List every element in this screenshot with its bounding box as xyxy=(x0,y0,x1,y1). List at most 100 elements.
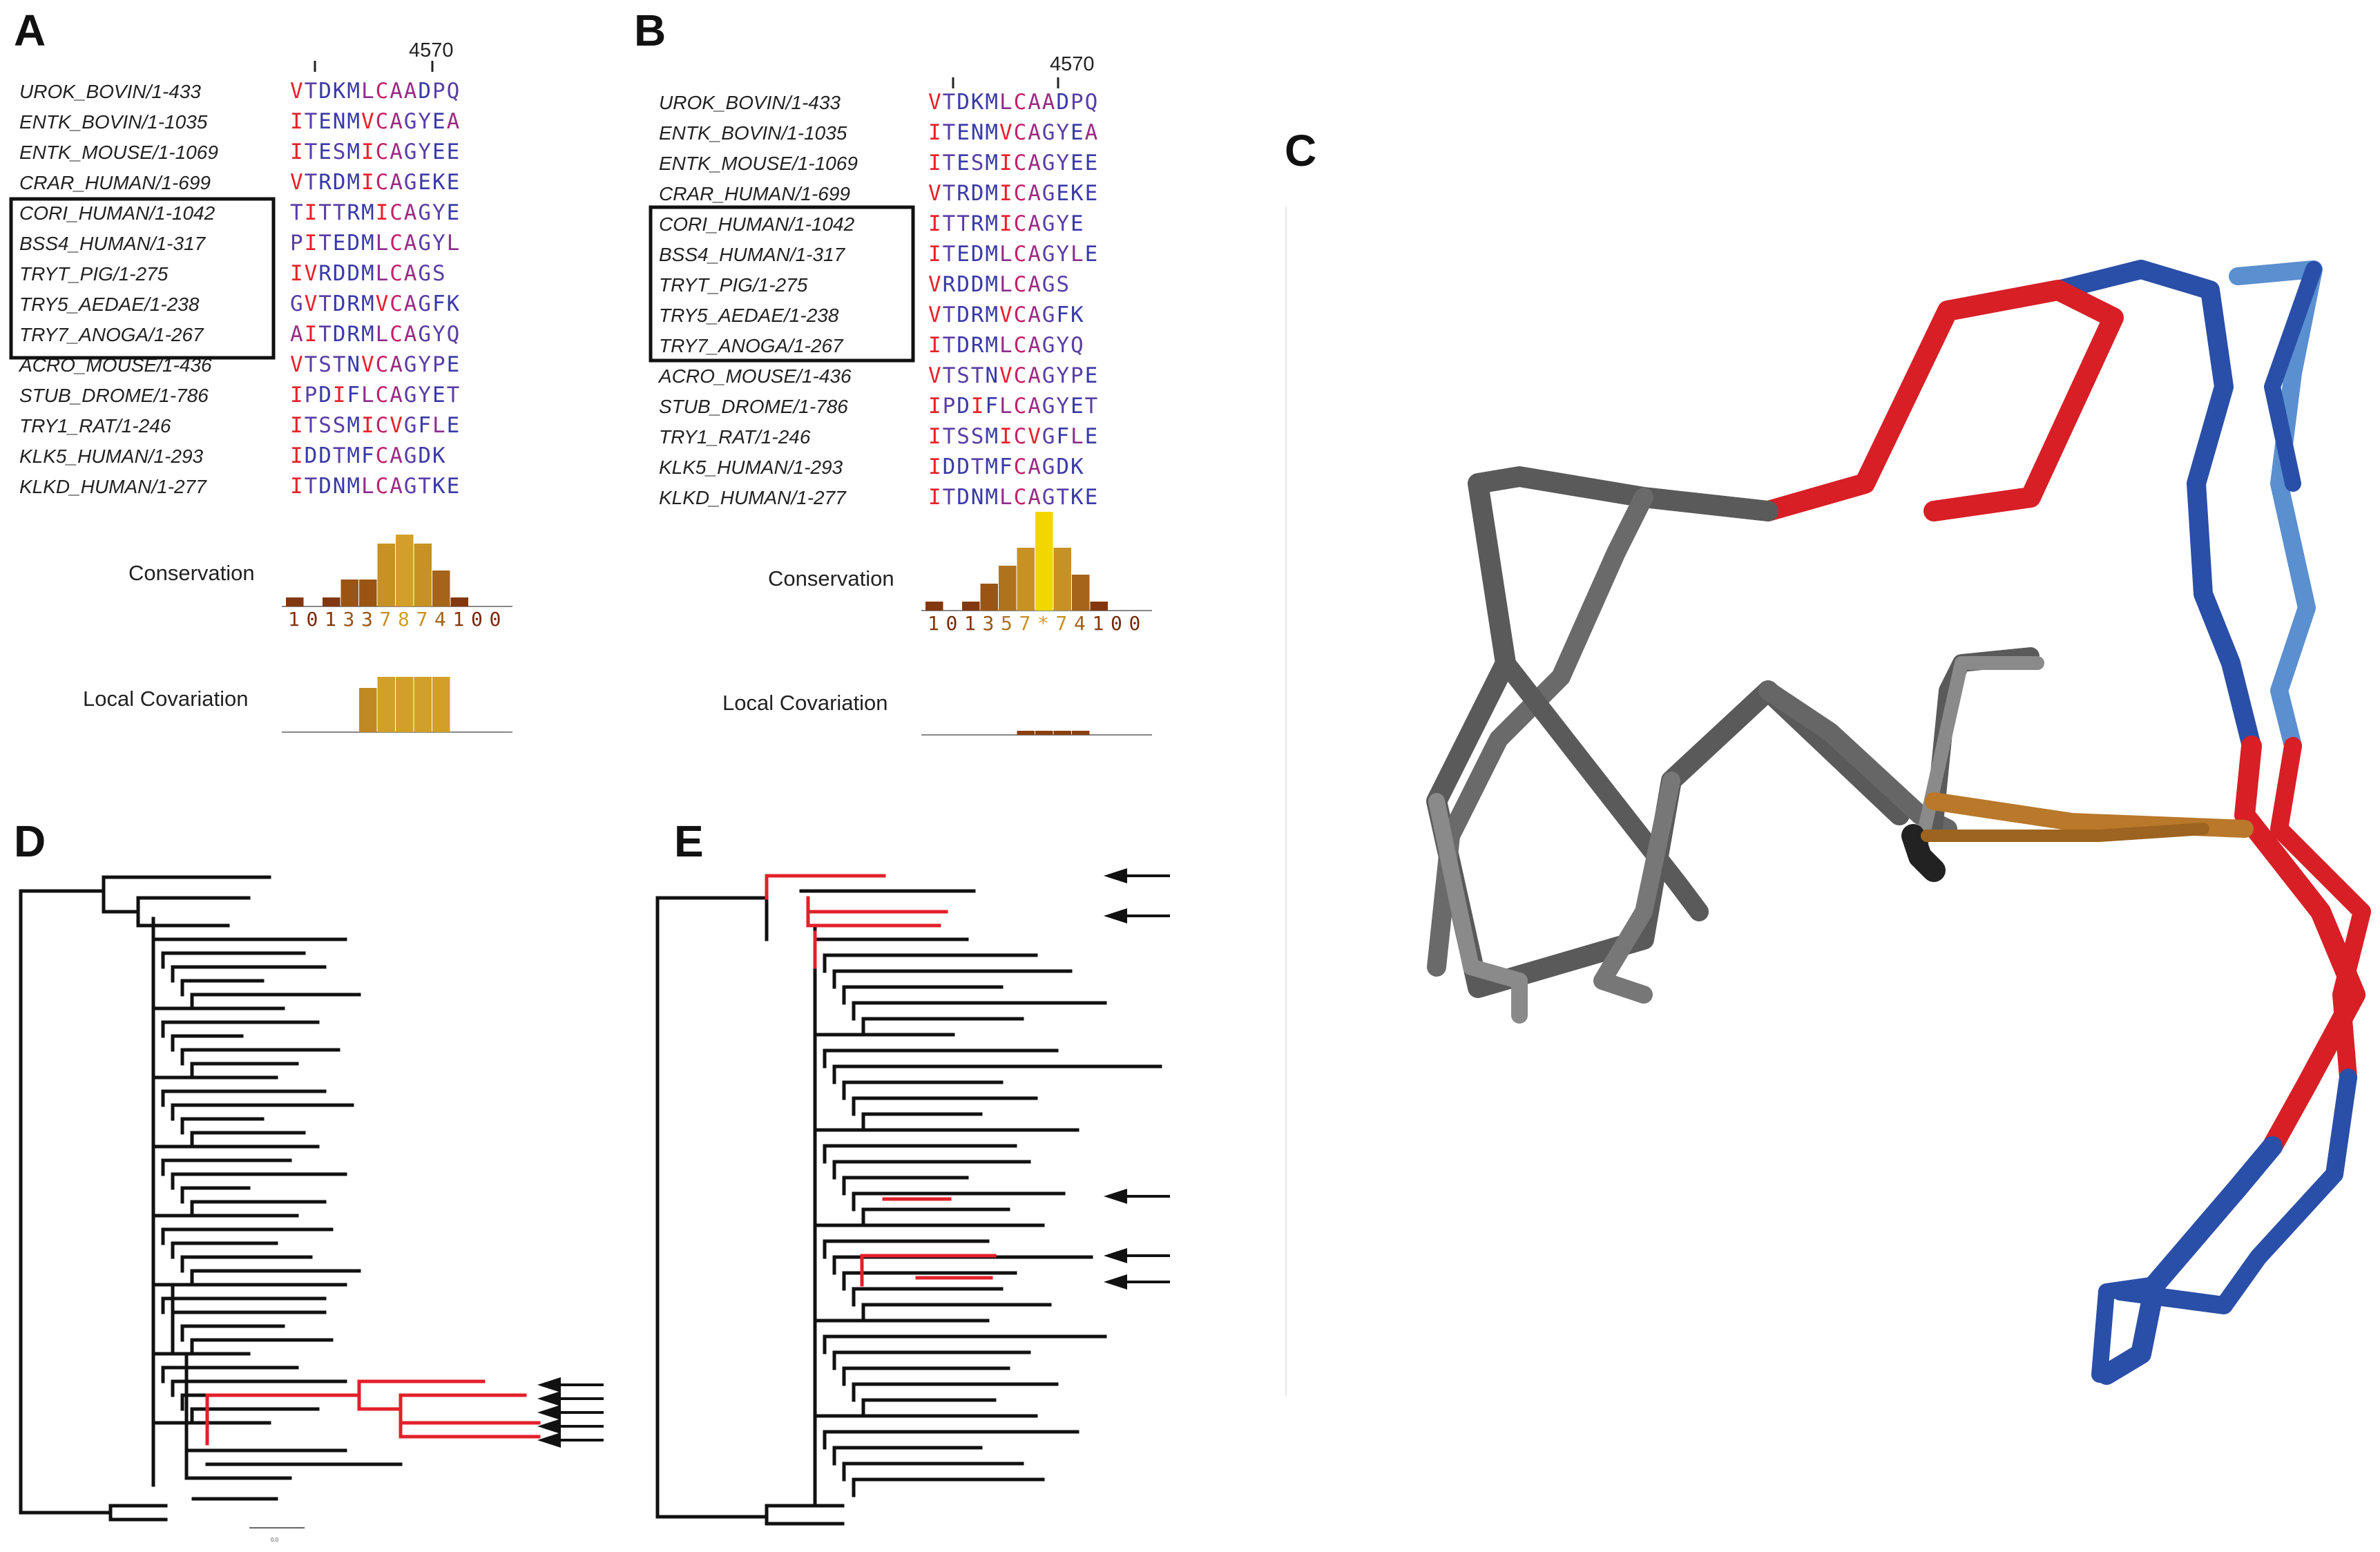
covariation-histogram-b xyxy=(921,731,1152,736)
conservation-digit: 0 xyxy=(1111,612,1122,635)
backbone-red-strand-1 xyxy=(1758,280,2124,521)
sequence-name: ENTK_BOVIN/1-1035 xyxy=(19,111,208,133)
sequence-residues: VTDKMLCAADPQ xyxy=(290,79,459,104)
histogram-bar xyxy=(1017,548,1035,611)
backbone-blue-tail-3 xyxy=(2091,1276,2163,1383)
backbone-blue-strand-3 xyxy=(2264,261,2322,492)
histogram-bar xyxy=(414,677,432,732)
panel-d-label: D xyxy=(14,816,46,866)
sequence-name: TRY5_AEDAE/1-238 xyxy=(659,305,839,326)
sequence-name: TRY1_RAT/1-246 xyxy=(19,415,171,437)
histogram-bar xyxy=(1072,731,1090,735)
backbone-dark-stub xyxy=(1901,824,1946,882)
conservation-digit: 4 xyxy=(1074,612,1086,635)
panel-a-label: A xyxy=(14,6,46,55)
conservation-digit: 7 xyxy=(1019,612,1031,635)
position-label-b: 4570 xyxy=(1050,53,1095,75)
sequence-name: KLK5_HUMAN/1-293 xyxy=(659,457,843,478)
conservation-digits-b: 1 0 1 3 5 7 * 7 4 1 0 0 xyxy=(928,612,1140,635)
sequence-name: TRY5_AEDAE/1-238 xyxy=(19,294,200,315)
sequence-name: STUB_DROME/1-786 xyxy=(659,396,848,417)
covariation-histogram-a xyxy=(282,677,512,733)
histogram-bar xyxy=(925,602,943,611)
sequence-name: ENTK_BOVIN/1-1035 xyxy=(659,122,847,144)
histogram-bar xyxy=(432,571,450,606)
conservation-digit: 4 xyxy=(434,608,446,631)
backbone-red-strand-2 xyxy=(2234,736,2365,1157)
backbone-blue-strand-2 xyxy=(2229,260,2323,755)
sequence-residues: ITTRMICAGYE xyxy=(928,211,1084,236)
sequence-name: CORI_HUMAN/1-1042 xyxy=(659,213,855,235)
conservation-digit: 0 xyxy=(307,608,318,631)
sequence-residues: VTRDMICAGEKE xyxy=(928,181,1097,206)
backbone-gray-loop-6 xyxy=(1428,793,1528,1024)
arrow-head xyxy=(537,1391,561,1406)
sequence-residues: IPDIFLCAGYET xyxy=(290,383,459,408)
covariation-label-a: Local Covariation xyxy=(83,687,249,711)
histogram-bar xyxy=(340,579,358,606)
histogram-bar xyxy=(286,597,304,606)
conservation-digit: 0 xyxy=(1129,612,1141,635)
sequence-residues: ITESMICAGYEE xyxy=(928,151,1097,175)
histogram-bar xyxy=(1072,575,1090,611)
sequence-residues: AITDRMLCAGYQ xyxy=(290,322,459,347)
histogram-bar xyxy=(323,597,340,606)
tree-d-branches xyxy=(19,875,403,1522)
conservation-label-a: Conservation xyxy=(128,561,255,585)
panel-b-alignment: 4570 UROK_BOVIN/1-433 VTDKMLCAADPQENTK_BO… xyxy=(649,53,1152,736)
backbone-gray-loop-5 xyxy=(1758,681,1957,839)
histogram-bar xyxy=(414,544,432,606)
sequence-name: TRY7_ANOGA/1-267 xyxy=(659,335,844,356)
sequence-name: ENTK_MOUSE/1-1069 xyxy=(659,153,858,174)
sequence-name: BSS4_HUMAN/1-317 xyxy=(19,233,207,254)
sequence-name: KLKD_HUMAN/1-277 xyxy=(19,476,207,497)
conservation-histogram-a xyxy=(282,535,512,607)
conservation-digit: 7 xyxy=(1056,612,1068,635)
sequence-name: CRAR_HUMAN/1-699 xyxy=(19,172,211,193)
histogram-bar xyxy=(1035,731,1053,735)
sequence-name: TRY1_RAT/1-246 xyxy=(659,426,811,448)
sequence-residues: ITSSMICVGFLE xyxy=(290,413,459,438)
alignment-rows-b: UROK_BOVIN/1-433 VTDKMLCAADPQ ENTK_BOVIN/1… xyxy=(658,90,1098,510)
conservation-digit: 0 xyxy=(471,608,483,631)
sequence-name: ENTK_MOUSE/1-1069 xyxy=(19,142,218,163)
conservation-digit: 7 xyxy=(380,608,392,631)
sequence-name: KLKD_HUMAN/1-277 xyxy=(659,487,847,508)
histogram-bar xyxy=(1053,731,1071,735)
backbone-gray-loop-3 xyxy=(1468,474,1709,921)
tree-d-highlight xyxy=(205,1379,541,1446)
sequence-name: BSS4_HUMAN/1-317 xyxy=(659,244,846,265)
sequence-name: STUB_DROME/1-786 xyxy=(19,385,209,406)
scale-label: 0.0 xyxy=(271,1537,279,1543)
arrow-head xyxy=(1104,1248,1127,1263)
tree-e-branches xyxy=(655,882,1162,1526)
sequence-name: ACRO_MOUSE/1-436 xyxy=(658,365,852,387)
tree-e-arrows xyxy=(1104,868,1170,1290)
conservation-digit: 7 xyxy=(416,608,428,631)
backbone-red-strand-3 xyxy=(2270,737,2371,1086)
sequence-residues: ITESMICAGYEE xyxy=(290,140,459,164)
sequence-name: UROK_BOVIN/1-433 xyxy=(659,92,841,113)
sequence-residues: VTDRMVCAGFK xyxy=(928,303,1084,327)
highlight-box-a xyxy=(9,197,276,360)
sequence-name: KLK5_HUMAN/1-293 xyxy=(19,446,204,467)
histogram-bar xyxy=(1090,602,1108,611)
sequence-residues: VTRDMICAGEKE xyxy=(290,170,459,195)
histogram-bar xyxy=(1053,548,1071,611)
sequence-residues: TITTRMICAGYE xyxy=(290,200,459,225)
conservation-digit: 1 xyxy=(453,608,465,631)
conservation-digit: 3 xyxy=(361,608,373,631)
sequence-residues: IPDIFLCAGYET xyxy=(928,394,1097,419)
sequence-residues: ITENMVCAGYEA xyxy=(290,109,460,134)
panel-e-label: E xyxy=(674,816,704,866)
histogram-bar xyxy=(999,566,1017,611)
conservation-digit: 1 xyxy=(928,612,939,635)
sequence-name: TRY7_ANOGA/1-267 xyxy=(19,324,204,345)
sequence-name: UROK_BOVIN/1-433 xyxy=(19,81,201,102)
backbone-gray-loop-4 xyxy=(1593,772,1680,1004)
backbone-blue-tail-2 xyxy=(2111,1069,2357,1314)
tree-d-arrows xyxy=(537,1377,604,1448)
sequence-residues: ITDNMLCAGTKE xyxy=(928,485,1097,510)
histogram-bar xyxy=(396,677,414,732)
backbone-blue-strand-1 xyxy=(2048,260,2261,756)
